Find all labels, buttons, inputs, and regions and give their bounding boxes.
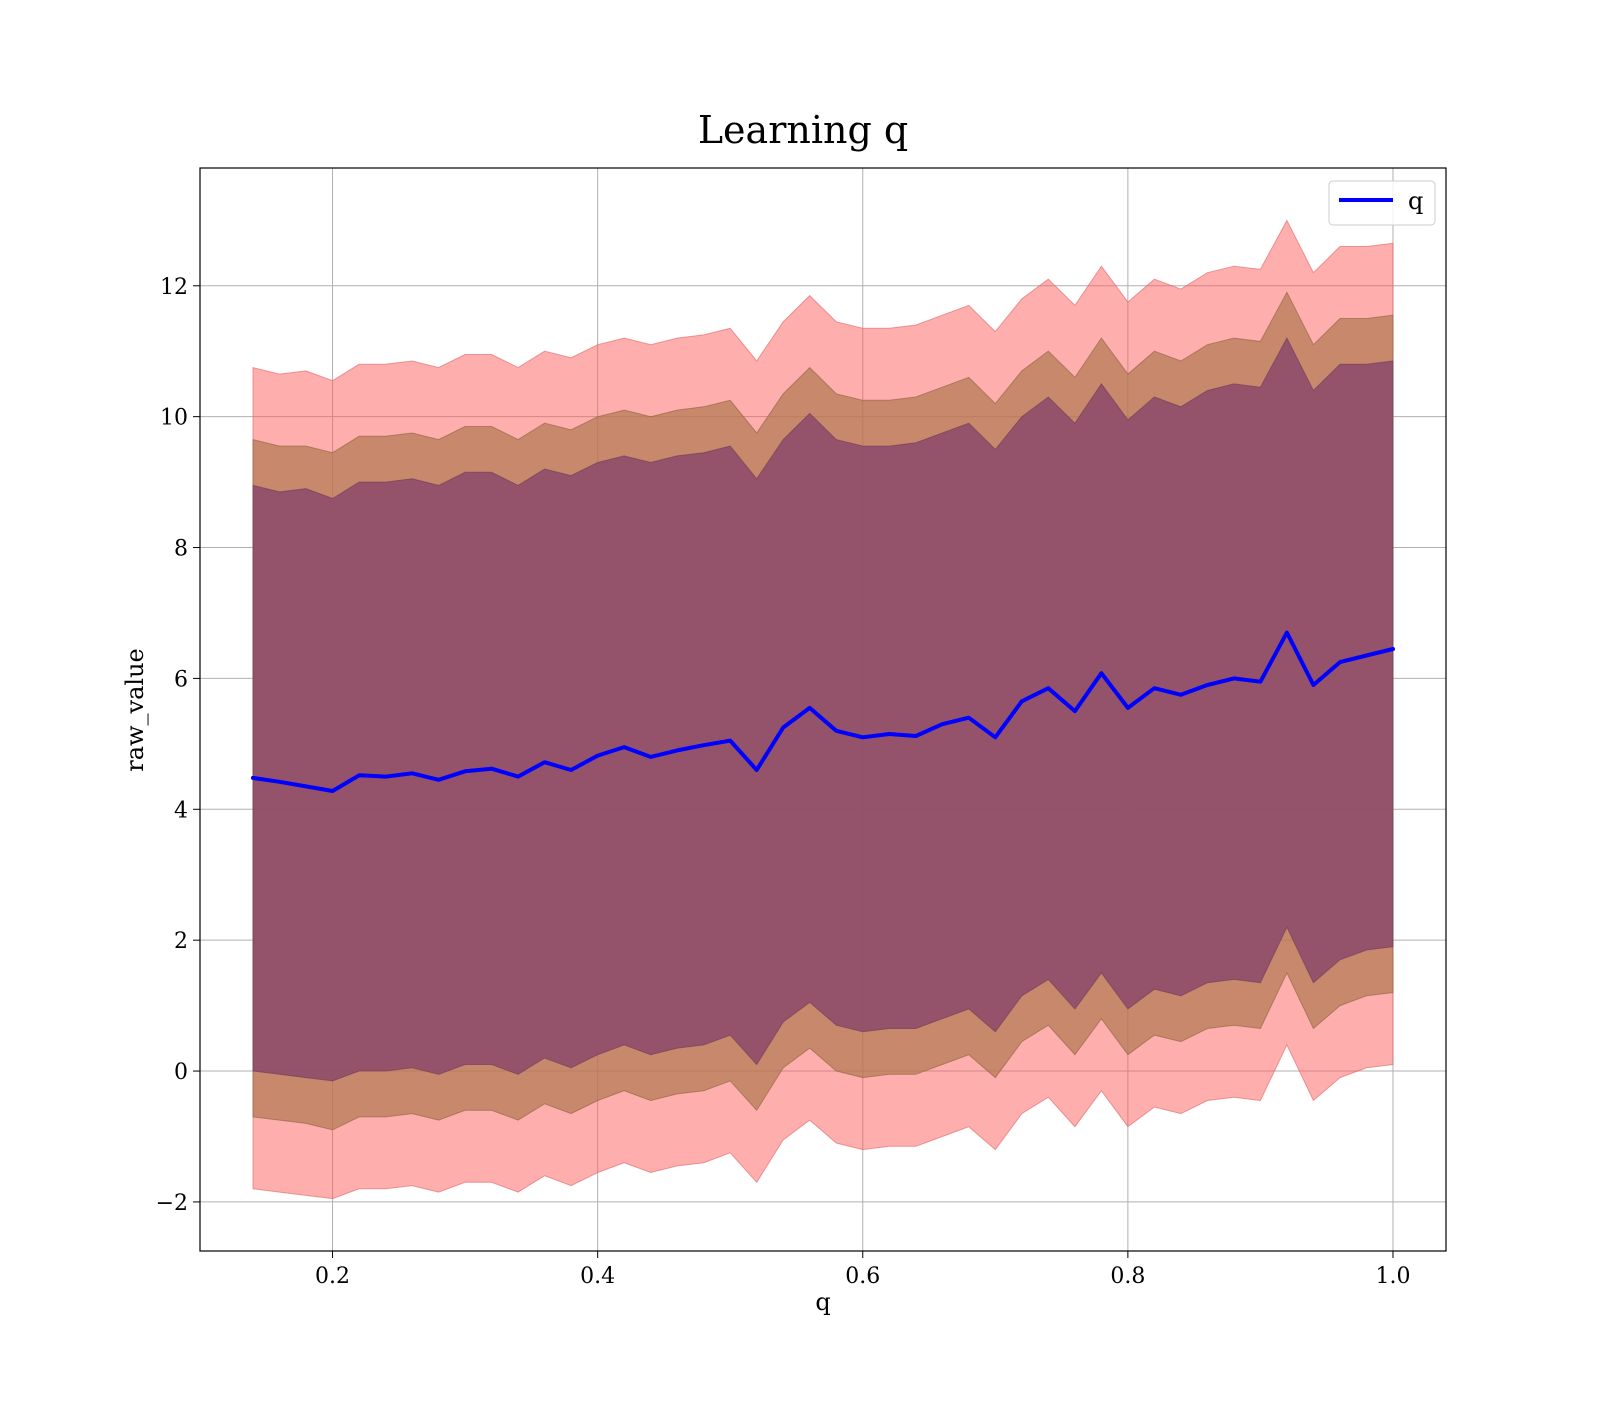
- plot-area: 0.2 0.4 0.6 0.8 1.0 −2 0 2 4 6 8 10 12: [156, 167, 1447, 1289]
- legend-box: [1328, 180, 1436, 226]
- y-tick-label: 6: [174, 667, 188, 692]
- band-inner: [252, 337, 1394, 1082]
- y-axis-label: raw_value: [121, 648, 149, 772]
- x-axis-label: q: [815, 1288, 830, 1316]
- series-line-q: [251, 630, 1395, 793]
- y-tick-label: 4: [174, 798, 188, 823]
- plot-frame: [199, 167, 1447, 1252]
- y-tick-label: 2: [174, 929, 188, 954]
- x-tick-label: 0.2: [315, 1264, 350, 1289]
- series-lines: [251, 630, 1395, 793]
- y-tick-label: 8: [174, 537, 188, 562]
- x-tick-label: 0.6: [845, 1264, 880, 1289]
- x-tick-label: 0.4: [580, 1264, 615, 1289]
- y-tick-label: −2: [156, 1191, 188, 1216]
- chart-title: Learning q: [698, 108, 908, 152]
- confidence-bands: [252, 219, 1394, 1200]
- x-tick-label: 0.8: [1110, 1264, 1145, 1289]
- y-axis-ticks: −2 0 2 4 6 8 10 12: [156, 275, 200, 1216]
- legend: q: [1328, 180, 1436, 226]
- x-axis-ticks: 0.2 0.4 0.6 0.8 1.0: [315, 1251, 1410, 1289]
- y-tick-label: 12: [160, 275, 188, 300]
- y-tick-label: 10: [160, 406, 188, 431]
- y-tick-label: 0: [174, 1060, 188, 1085]
- legend-label-q: q: [1408, 187, 1423, 215]
- x-tick-label: 1.0: [1375, 1264, 1410, 1289]
